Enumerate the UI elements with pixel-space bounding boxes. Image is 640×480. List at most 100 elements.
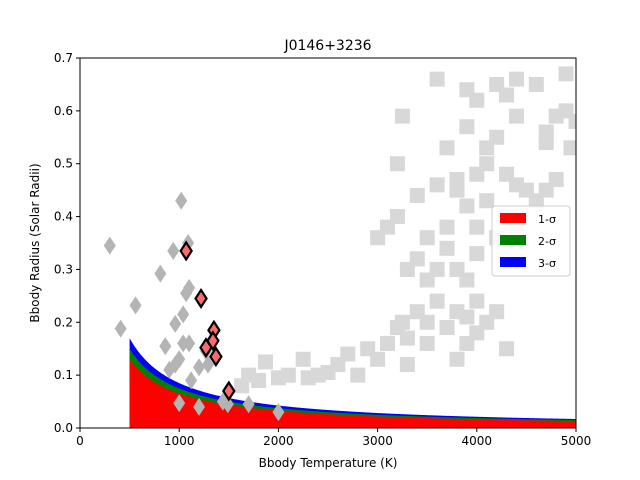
gray-square-point (409, 251, 425, 267)
gray-square-point (370, 351, 386, 367)
y-tick-label: 0.4 (54, 210, 73, 224)
legend-label-1-sigma: 1-σ (538, 213, 556, 226)
gray-square-point (508, 177, 524, 193)
gray-square-point (459, 82, 475, 98)
gray-square-point (340, 346, 356, 362)
gray-square-point (389, 209, 405, 225)
gray-square-point (439, 140, 455, 156)
highlight-diamond-point (209, 346, 223, 368)
legend-swatch-3-sigma (500, 257, 526, 267)
gray-diamond-point (272, 403, 285, 422)
y-tick-label: 0.5 (54, 157, 73, 171)
gray-square-point (489, 76, 505, 92)
x-tick-label: 1000 (164, 434, 195, 448)
x-tick-label: 2000 (263, 434, 294, 448)
gray-diamond-point (167, 241, 180, 260)
gray-diamond-points (103, 191, 285, 422)
y-tick-label: 0.1 (54, 368, 73, 382)
highlight-diamond-point (179, 240, 193, 262)
gray-square-point (459, 309, 475, 325)
y-axis-ticks: 0.0 0.1 0.2 0.3 0.4 0.5 0.6 0.7 (54, 51, 80, 435)
gray-square-point (528, 76, 544, 92)
gray-diamond-point (193, 358, 206, 377)
highlight-diamond-points (179, 240, 236, 402)
gray-square-point (350, 367, 366, 383)
gray-diamond-point (221, 395, 234, 414)
gray-square-point (479, 156, 495, 172)
gray-square-point (558, 66, 574, 82)
x-axis-ticks: 0 1000 2000 3000 4000 5000 (76, 428, 591, 448)
gray-diamond-point (201, 355, 214, 374)
gray-diamond-point (175, 191, 188, 210)
gray-square-point (449, 351, 465, 367)
gray-square-point (459, 335, 475, 351)
legend-label-2-sigma: 2-σ (538, 235, 556, 248)
gray-square-point (459, 119, 475, 135)
gray-square-point (459, 198, 475, 214)
gray-diamond-point (163, 360, 176, 379)
gray-diamond-point (193, 397, 206, 416)
gray-diamond-point (185, 371, 198, 390)
chart-title: J0146+3236 (283, 38, 371, 54)
gray-diamond-point (159, 337, 172, 356)
gray-square-point (394, 314, 410, 330)
gray-diamond-point (183, 278, 196, 297)
gray-diamond-point (154, 264, 167, 283)
gray-square-point (563, 140, 576, 156)
y-tick-label: 0.3 (54, 262, 73, 276)
gray-square-point (469, 293, 485, 309)
x-tick-label: 5000 (561, 434, 592, 448)
x-tick-label: 4000 (462, 434, 493, 448)
highlight-diamond-point (194, 287, 208, 310)
plot-frame (79, 57, 577, 429)
gray-square-point (394, 108, 410, 124)
sigma-bands (129, 338, 576, 428)
gray-square-point (380, 335, 396, 351)
gray-square-point (538, 135, 554, 151)
gray-square-points (234, 66, 576, 394)
y-tick-label: 0.6 (54, 104, 73, 118)
highlight-diamond-point (221, 380, 236, 402)
gray-diamond-point (173, 350, 186, 369)
y-tick-label: 0.7 (54, 51, 73, 65)
gray-diamond-point (103, 236, 116, 255)
legend-swatch-1-sigma (500, 213, 526, 223)
y-tick-label: 0.0 (54, 421, 73, 435)
gray-square-point (508, 71, 524, 87)
gray-square-point (469, 219, 485, 235)
x-axis-label: Bbody Temperature (K) (259, 456, 398, 470)
gray-square-point (399, 330, 415, 346)
gray-square-point (429, 177, 445, 193)
y-tick-label: 0.2 (54, 315, 73, 329)
gray-square-point (459, 272, 475, 288)
gray-square-point (251, 372, 267, 388)
y-axis-label: Bbody Radius (Solar Radii) (28, 163, 42, 322)
gray-square-point (469, 246, 485, 262)
gray-square-point (399, 357, 415, 373)
legend-swatch-2-sigma (500, 235, 526, 245)
gray-square-point (419, 314, 435, 330)
gray-square-point (409, 187, 425, 203)
gray-square-point (258, 354, 274, 370)
gray-square-point (295, 351, 311, 367)
gray-square-point (419, 230, 435, 246)
gray-diamond-point (242, 395, 255, 414)
gray-square-point (439, 240, 455, 256)
gray-diamond-point (129, 296, 142, 315)
x-tick-label: 0 (76, 434, 84, 448)
gray-square-point (548, 172, 564, 188)
gray-square-point (499, 341, 515, 357)
gray-square-point (489, 129, 505, 145)
gray-diamond-point (183, 334, 196, 353)
gray-square-point (389, 156, 405, 172)
gray-square-point (280, 367, 296, 383)
gray-square-point (439, 320, 455, 336)
gray-square-point (419, 335, 435, 351)
gray-square-point (429, 71, 445, 87)
x-tick-label: 3000 (362, 434, 393, 448)
legend-label-3-sigma: 3-σ (538, 257, 556, 270)
gray-diamond-point (169, 314, 182, 333)
gray-square-point (439, 219, 455, 235)
legend: 1-σ 2-σ 3-σ (491, 205, 571, 277)
